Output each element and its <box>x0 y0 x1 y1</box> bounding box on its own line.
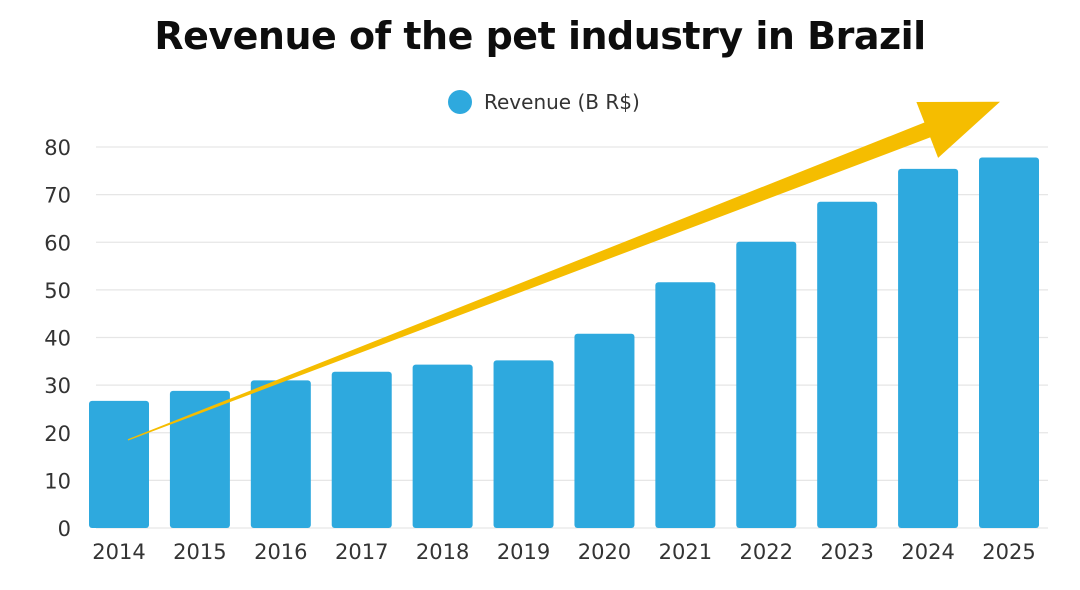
trend-arrow <box>127 101 1001 441</box>
bar-2019 <box>493 360 554 528</box>
x-tick-label: 2022 <box>740 540 793 564</box>
y-tick-label: 40 <box>44 327 71 351</box>
y-tick-label: 80 <box>44 136 71 160</box>
y-tick-label: 20 <box>44 422 71 446</box>
bars <box>89 157 1039 529</box>
y-tick-label: 60 <box>44 231 71 255</box>
trend-arrow-shape <box>127 101 1001 441</box>
x-tick-label: 2023 <box>820 540 873 564</box>
x-tick-label: 2017 <box>335 540 388 564</box>
x-tick-label: 2015 <box>173 540 226 564</box>
x-tick-label: 2020 <box>578 540 631 564</box>
x-tick-label: 2016 <box>254 540 307 564</box>
x-tick-label: 2014 <box>92 540 145 564</box>
bar-2024 <box>898 168 959 528</box>
x-tick-label: 2024 <box>901 540 954 564</box>
bar-2018 <box>412 364 473 528</box>
y-tick-label: 10 <box>44 469 71 493</box>
bar-2025 <box>979 157 1039 529</box>
bar-2014 <box>89 400 149 528</box>
chart-title: Revenue of the pet industry in Brazil <box>154 14 926 58</box>
x-tick-label: 2019 <box>497 540 550 564</box>
y-tick-label: 70 <box>44 184 71 208</box>
y-tick-label: 0 <box>58 517 71 541</box>
x-tick-label: 2018 <box>416 540 469 564</box>
y-axis-ticks: 0 10 20 30 40 50 60 70 80 <box>44 136 71 541</box>
bar-2017 <box>331 371 392 528</box>
x-tick-label: 2021 <box>659 540 712 564</box>
legend: Revenue (B R$) <box>448 88 640 116</box>
bar-2022 <box>736 241 797 528</box>
bar-2016 <box>250 380 311 528</box>
y-tick-label: 30 <box>44 374 71 398</box>
bar-2021 <box>655 282 716 528</box>
bar-2020 <box>574 333 635 528</box>
legend-swatch-revenue <box>448 90 472 114</box>
bar-2015 <box>169 390 230 528</box>
x-tick-label: 2025 <box>982 540 1035 564</box>
legend-label-revenue: Revenue (B R$) <box>484 90 640 114</box>
bar-2023 <box>817 201 878 529</box>
y-tick-label: 50 <box>44 279 71 303</box>
x-axis-ticks: 2014 2015 2016 2017 2018 2019 2020 2021 2022 2023… <box>92 540 1035 564</box>
